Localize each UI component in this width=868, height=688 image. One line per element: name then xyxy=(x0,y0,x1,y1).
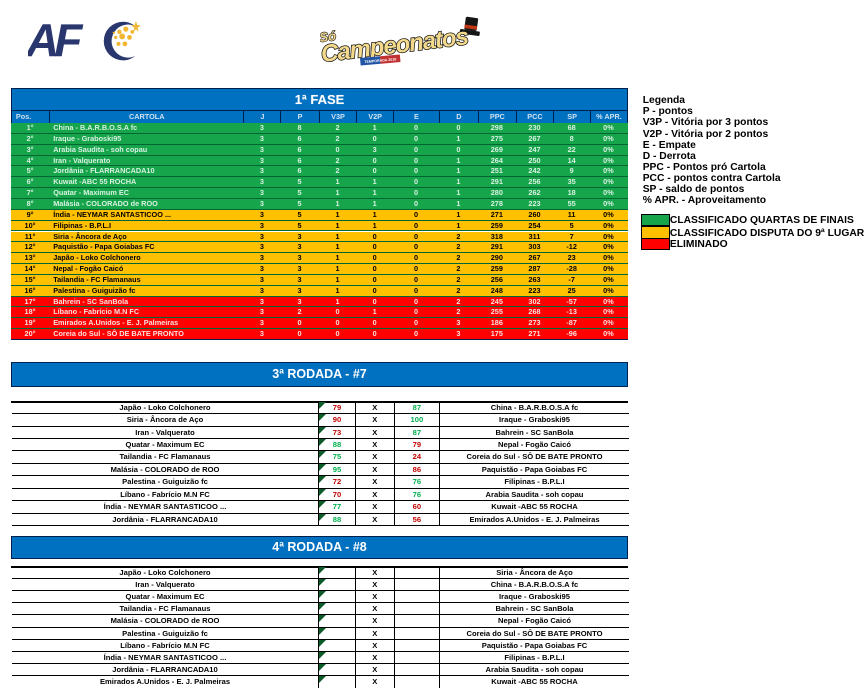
svg-text:AF: AF xyxy=(28,14,84,66)
